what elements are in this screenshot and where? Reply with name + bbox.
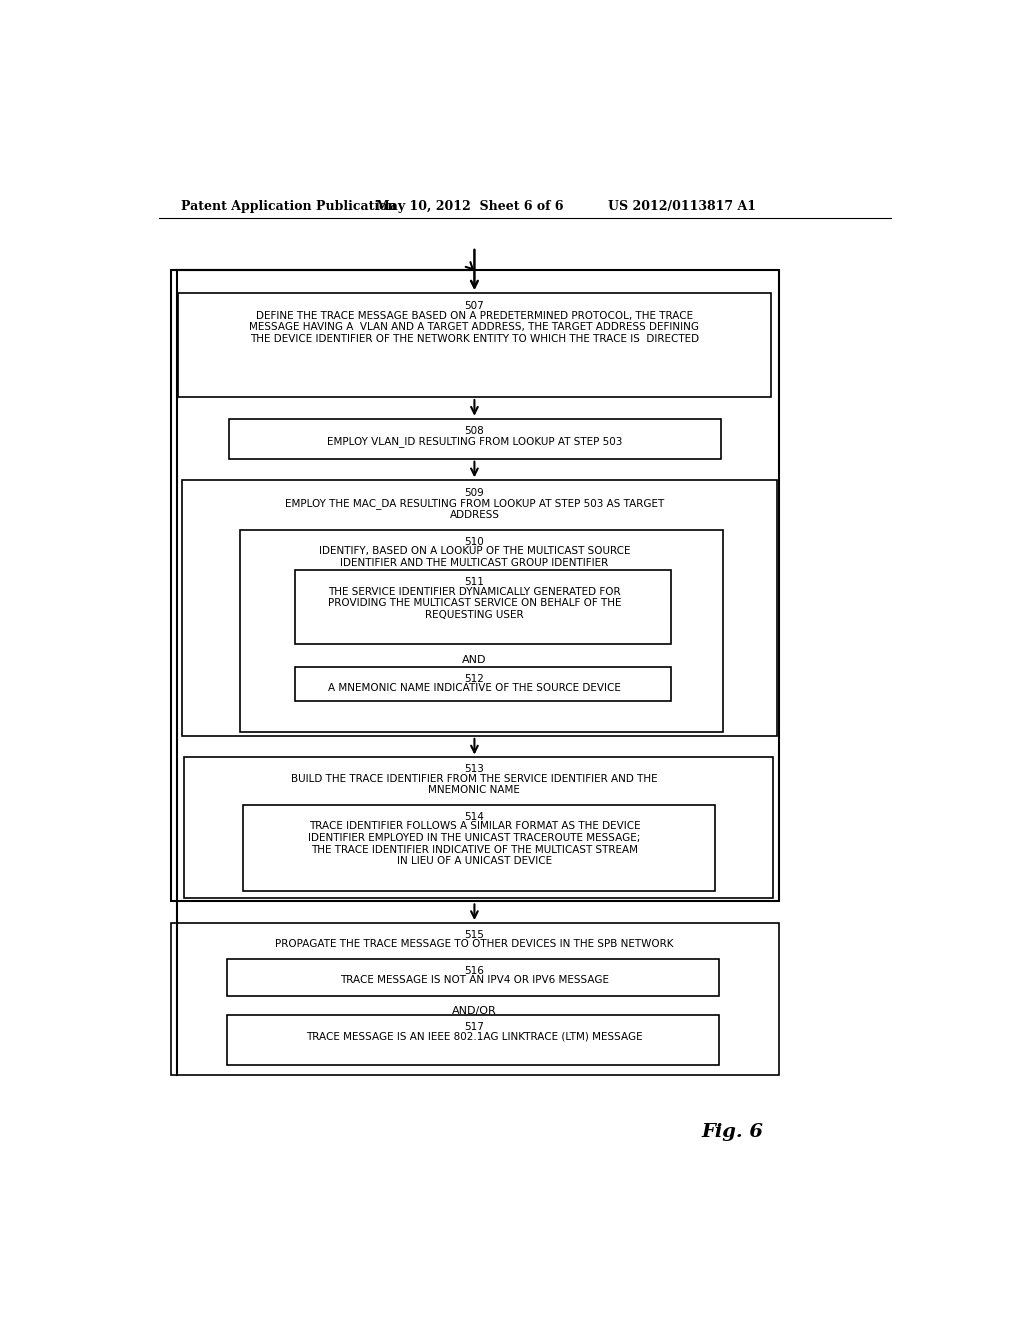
FancyBboxPatch shape	[227, 960, 719, 997]
Text: 507: 507	[465, 301, 484, 310]
Text: THE SERVICE IDENTIFIER DYNAMICALLY GENERATED FOR
PROVIDING THE MULTICAST SERVICE: THE SERVICE IDENTIFIER DYNAMICALLY GENER…	[328, 586, 622, 619]
FancyBboxPatch shape	[182, 480, 777, 737]
Text: TRACE MESSAGE IS AN IEEE 802.1AG LINKTRACE (LTM) MESSAGE: TRACE MESSAGE IS AN IEEE 802.1AG LINKTRA…	[306, 1032, 643, 1041]
Text: EMPLOY THE MAC_DA RESULTING FROM LOOKUP AT STEP 503 AS TARGET
ADDRESS: EMPLOY THE MAC_DA RESULTING FROM LOOKUP …	[285, 498, 664, 520]
Text: Fig. 6: Fig. 6	[701, 1123, 764, 1142]
Text: May 10, 2012  Sheet 6 of 6: May 10, 2012 Sheet 6 of 6	[376, 199, 563, 213]
Text: AND/OR: AND/OR	[452, 1006, 497, 1016]
Text: US 2012/0113817 A1: US 2012/0113817 A1	[608, 199, 757, 213]
Text: 516: 516	[465, 966, 484, 975]
FancyBboxPatch shape	[227, 1015, 719, 1065]
FancyBboxPatch shape	[171, 271, 779, 902]
FancyBboxPatch shape	[228, 418, 721, 459]
FancyBboxPatch shape	[295, 570, 671, 644]
FancyBboxPatch shape	[241, 531, 723, 733]
FancyBboxPatch shape	[183, 758, 773, 898]
Text: BUILD THE TRACE IDENTIFIER FROM THE SERVICE IDENTIFIER AND THE
MNEMONIC NAME: BUILD THE TRACE IDENTIFIER FROM THE SERV…	[291, 774, 657, 795]
Text: 513: 513	[465, 764, 484, 775]
Text: IDENTIFY, BASED ON A LOOKUP OF THE MULTICAST SOURCE
IDENTIFIER AND THE MULTICAST: IDENTIFY, BASED ON A LOOKUP OF THE MULTI…	[318, 546, 630, 568]
Text: EMPLOY VLAN_ID RESULTING FROM LOOKUP AT STEP 503: EMPLOY VLAN_ID RESULTING FROM LOOKUP AT …	[327, 436, 623, 446]
Text: A MNEMONIC NAME INDICATIVE OF THE SOURCE DEVICE: A MNEMONIC NAME INDICATIVE OF THE SOURCE…	[328, 682, 621, 693]
Text: 515: 515	[465, 929, 484, 940]
Text: AND: AND	[462, 655, 486, 665]
Text: PROPAGATE THE TRACE MESSAGE TO OTHER DEVICES IN THE SPB NETWORK: PROPAGATE THE TRACE MESSAGE TO OTHER DEV…	[275, 940, 674, 949]
Text: 511: 511	[465, 577, 484, 587]
FancyBboxPatch shape	[243, 805, 716, 891]
FancyBboxPatch shape	[171, 923, 779, 1074]
Text: 508: 508	[465, 425, 484, 436]
FancyBboxPatch shape	[178, 293, 771, 397]
Text: 509: 509	[465, 488, 484, 498]
Text: 517: 517	[465, 1022, 484, 1032]
FancyBboxPatch shape	[295, 667, 671, 701]
Text: 512: 512	[465, 673, 484, 684]
Text: 514: 514	[465, 812, 484, 822]
Text: 510: 510	[465, 537, 484, 548]
Text: Patent Application Publication: Patent Application Publication	[180, 199, 396, 213]
Text: TRACE MESSAGE IS NOT AN IPV4 OR IPV6 MESSAGE: TRACE MESSAGE IS NOT AN IPV4 OR IPV6 MES…	[340, 975, 609, 985]
Text: TRACE IDENTIFIER FOLLOWS A SIMILAR FORMAT AS THE DEVICE
IDENTIFIER EMPLOYED IN T: TRACE IDENTIFIER FOLLOWS A SIMILAR FORMA…	[308, 821, 641, 866]
Text: DEFINE THE TRACE MESSAGE BASED ON A PREDETERMINED PROTOCOL, THE TRACE
MESSAGE HA: DEFINE THE TRACE MESSAGE BASED ON A PRED…	[250, 312, 699, 345]
